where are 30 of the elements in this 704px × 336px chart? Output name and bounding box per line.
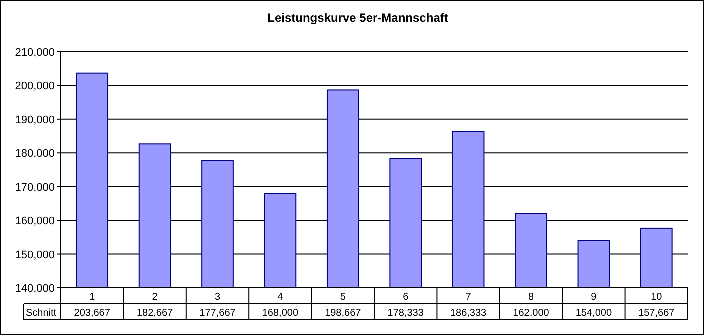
x-tick-label: 5	[340, 292, 346, 303]
x-tick-label: 10	[651, 292, 663, 303]
x-tick-label: 3	[214, 292, 221, 303]
data-label: 203,667	[74, 308, 111, 319]
data-label: 168,000	[262, 308, 299, 319]
x-tick-label: 7	[466, 292, 472, 303]
data-label: 186,333	[450, 308, 488, 319]
y-tick-label: 190,000	[15, 114, 55, 126]
data-label: 178,333	[388, 308, 424, 319]
y-tick-label: 160,000	[15, 216, 55, 228]
chart-title: Leistungskurve 5er-Mannschaft	[268, 11, 448, 25]
data-label: 182,667	[136, 308, 174, 319]
y-tick-label: 210,000	[15, 47, 55, 59]
x-tick-label: 6	[403, 292, 410, 303]
text: Schnitt	[26, 308, 57, 319]
y-tick-label: 200,000	[15, 80, 55, 93]
y-tick-label: 140,000	[15, 283, 55, 295]
data-label: 154,000	[576, 308, 612, 319]
x-tick-label: 2	[152, 292, 158, 303]
y-tick-label: 150,000	[15, 249, 55, 262]
y-tick-label: 170,000	[15, 182, 55, 194]
data-label: 157,667	[638, 308, 676, 319]
x-tick-label: 9	[591, 292, 598, 303]
data-label: 177,667	[200, 308, 236, 319]
data-label: 162,000	[513, 308, 550, 319]
data-label: 198,667	[325, 308, 362, 319]
y-tick-label: 180,000	[15, 148, 55, 160]
x-tick-label: 1	[90, 292, 96, 303]
x-tick-label: 8	[528, 292, 534, 303]
x-tick-label: 4	[278, 292, 284, 303]
